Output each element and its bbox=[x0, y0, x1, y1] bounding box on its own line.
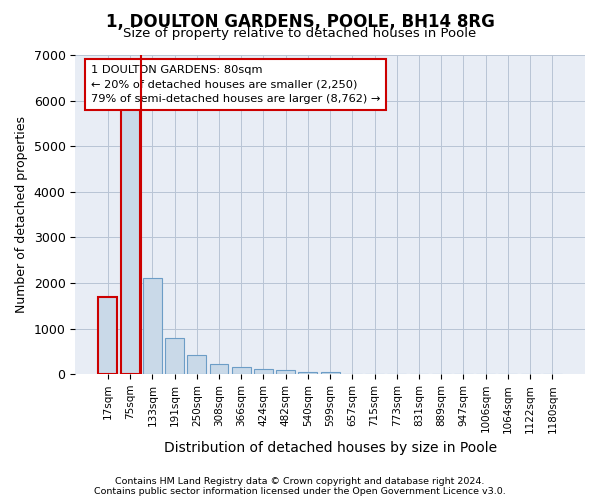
Text: Contains public sector information licensed under the Open Government Licence v3: Contains public sector information licen… bbox=[94, 487, 506, 496]
Bar bbox=[98, 296, 118, 374]
Bar bbox=[254, 369, 273, 374]
Bar bbox=[276, 370, 295, 374]
Text: 1 DOULTON GARDENS: 80sqm
← 20% of detached houses are smaller (2,250)
79% of sem: 1 DOULTON GARDENS: 80sqm ← 20% of detach… bbox=[91, 64, 380, 104]
Bar bbox=[121, 105, 140, 374]
Y-axis label: Number of detached properties: Number of detached properties bbox=[15, 116, 28, 313]
Text: Size of property relative to detached houses in Poole: Size of property relative to detached ho… bbox=[124, 28, 476, 40]
Bar bbox=[165, 338, 184, 374]
Bar bbox=[143, 278, 162, 374]
Bar bbox=[232, 366, 251, 374]
Bar bbox=[209, 364, 229, 374]
Bar bbox=[298, 372, 317, 374]
Bar bbox=[320, 372, 340, 374]
Text: 1, DOULTON GARDENS, POOLE, BH14 8RG: 1, DOULTON GARDENS, POOLE, BH14 8RG bbox=[106, 12, 494, 30]
Bar bbox=[187, 354, 206, 374]
X-axis label: Distribution of detached houses by size in Poole: Distribution of detached houses by size … bbox=[164, 441, 497, 455]
Text: Contains HM Land Registry data © Crown copyright and database right 2024.: Contains HM Land Registry data © Crown c… bbox=[115, 477, 485, 486]
